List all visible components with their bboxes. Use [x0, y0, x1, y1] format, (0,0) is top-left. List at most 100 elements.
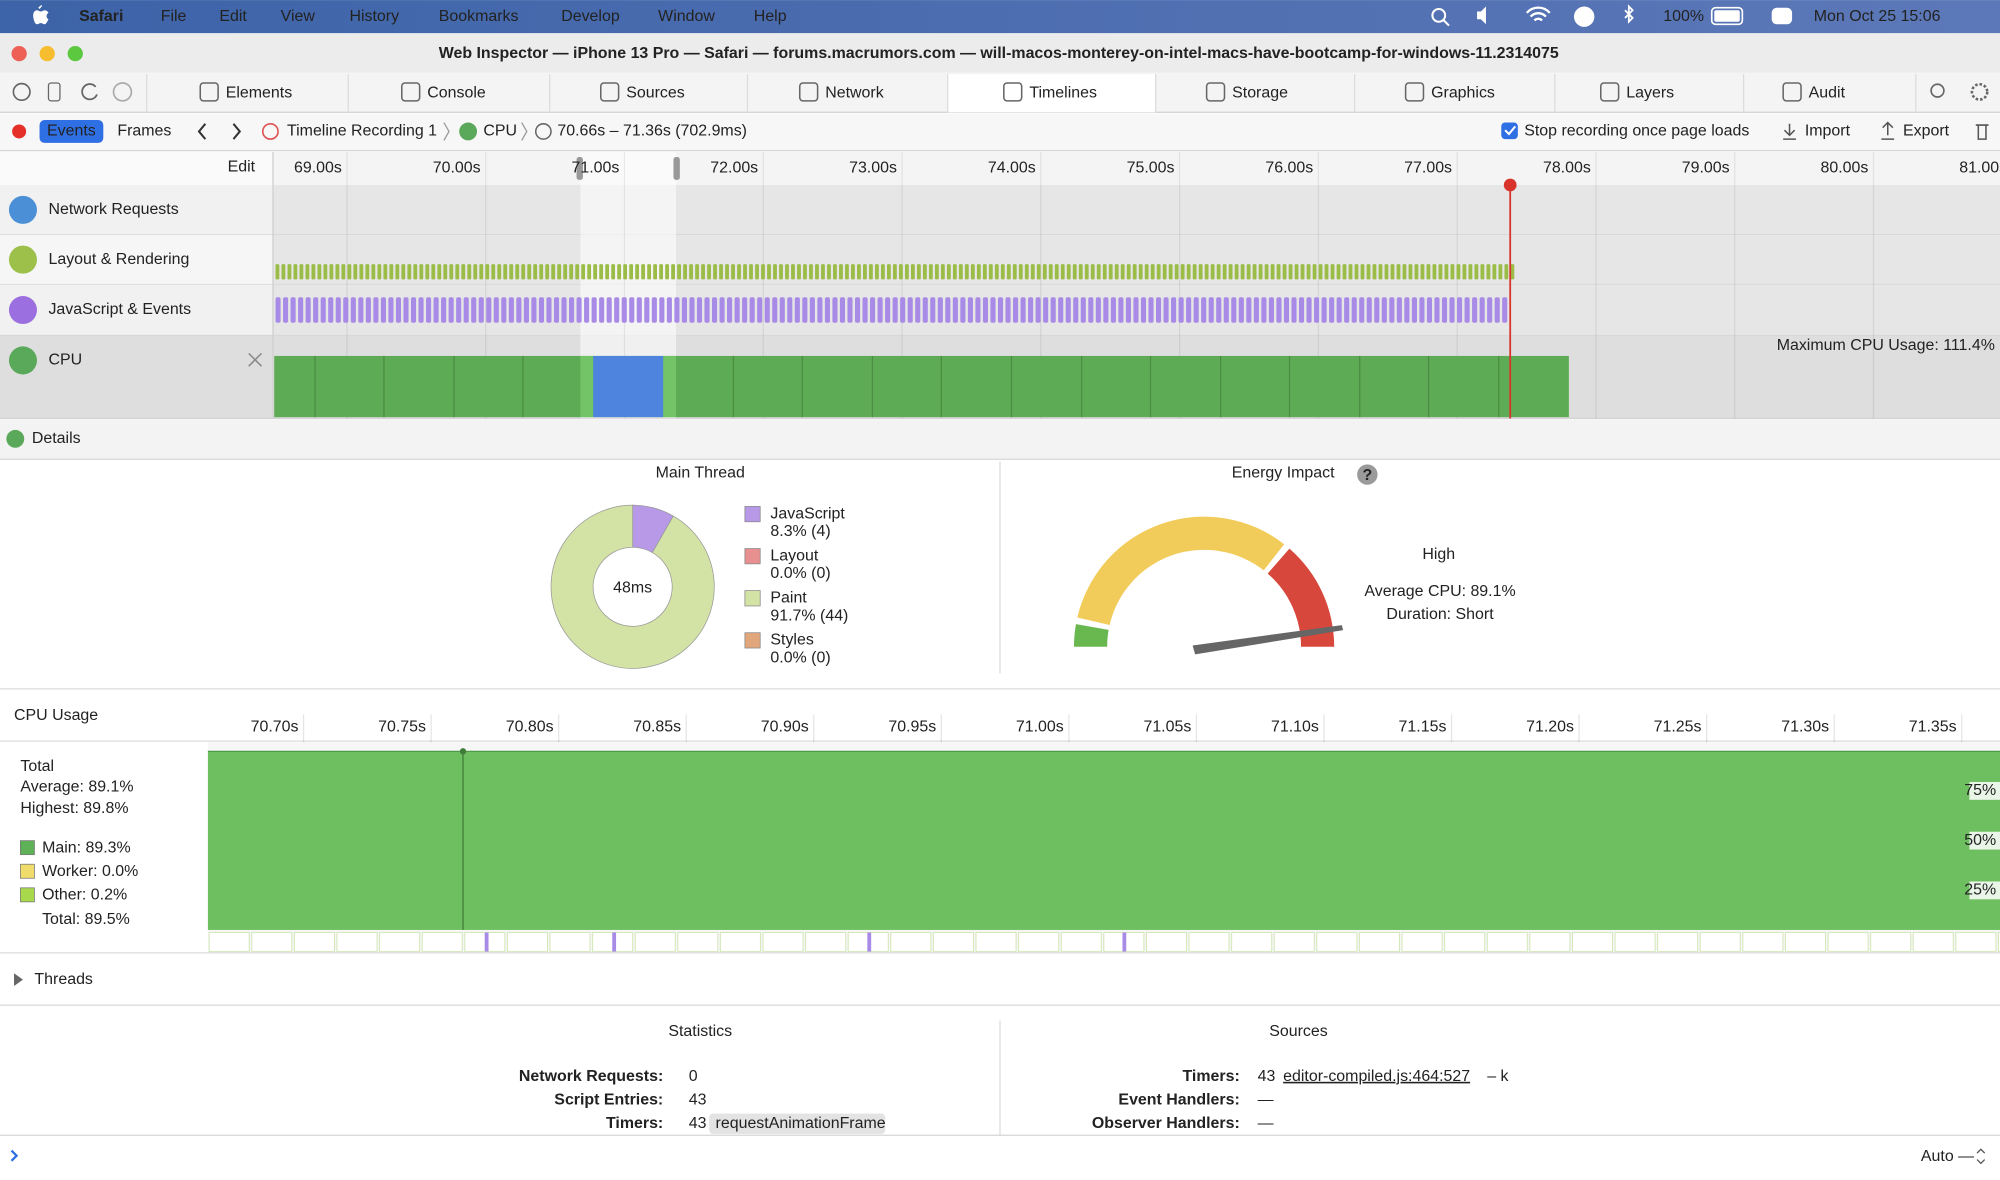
js-event [1457, 297, 1463, 323]
layout-event [719, 264, 723, 280]
layout-event [755, 264, 759, 280]
tab[interactable]: Layers [1626, 84, 1674, 101]
js-event [486, 297, 492, 323]
console-mode[interactable]: Auto — [1921, 1148, 1974, 1165]
cpu-strip-cell [932, 931, 974, 953]
js-event [764, 297, 770, 323]
record-button[interactable] [12, 124, 27, 139]
track-name[interactable]: CPU [48, 352, 82, 369]
window-button[interactable] [11, 45, 27, 62]
download-icon[interactable] [112, 82, 133, 102]
bluetooth-icon[interactable] [1624, 4, 1634, 24]
tab[interactable]: Network [825, 84, 883, 101]
legend-label: Layout [770, 547, 818, 564]
cpu-strip-cell [379, 931, 421, 953]
help[interactable]: ? [1362, 467, 1372, 484]
forward-arrow[interactable] [232, 123, 242, 140]
menu-item[interactable]: History [349, 8, 399, 25]
layout-event [581, 264, 586, 280]
mode-chevrons[interactable] [1976, 1148, 1986, 1165]
js-event [1193, 297, 1199, 323]
search-icon[interactable] [1431, 7, 1447, 23]
inspect-icon[interactable] [12, 82, 31, 102]
reload-icon[interactable] [81, 83, 98, 101]
menu-item[interactable]: Window [658, 8, 715, 25]
details[interactable]: Details [32, 430, 81, 447]
energy-average: Average CPU: 89.1% [1364, 583, 1515, 600]
tab[interactable]: Audit [1809, 84, 1846, 101]
import[interactable]: Import [1805, 123, 1851, 140]
tab[interactable]: Timelines [1029, 84, 1097, 101]
menu-item[interactable]: File [161, 8, 187, 25]
js-event [1389, 297, 1395, 323]
wifi-icon[interactable] [1525, 6, 1551, 22]
track-name[interactable]: JavaScript & Events [48, 301, 191, 318]
clock[interactable]: Mon Oct 25 15:06 [1814, 8, 1941, 25]
status-icon[interactable] [1573, 6, 1595, 27]
js-event [523, 297, 529, 323]
menu-item[interactable]: Help [754, 8, 787, 25]
settings-icon[interactable] [1970, 82, 1989, 101]
tab[interactable]: Storage [1232, 84, 1288, 101]
layout-event [1492, 264, 1497, 280]
stat-label: Timers: [606, 1115, 663, 1132]
trash-icon[interactable] [1975, 124, 1989, 140]
layout-event [761, 264, 765, 280]
volume-icon[interactable] [1477, 6, 1486, 25]
close-track[interactable] [248, 352, 263, 367]
stop-recording[interactable]: Stop recording once page loads [1524, 123, 1749, 140]
track-name[interactable]: Network Requests [48, 201, 178, 218]
layout-event [275, 264, 280, 280]
mode-events[interactable]: Events [47, 123, 96, 140]
js-event [305, 297, 311, 323]
mode-frames[interactable]: Frames [117, 123, 171, 140]
breadcrumb[interactable]: 70.66s – 71.36s (702.9ms) [557, 123, 747, 140]
cpu-strip-cell [208, 931, 250, 953]
window-button[interactable] [39, 45, 55, 62]
tab[interactable]: Graphics [1431, 84, 1495, 101]
breadcrumb[interactable]: Timeline Recording 1 [287, 123, 437, 140]
search-tab-icon[interactable] [1930, 83, 1945, 98]
tab[interactable]: Sources [626, 84, 684, 101]
js-event [1035, 297, 1041, 323]
js-event [313, 297, 319, 323]
menu-item[interactable]: Develop [561, 8, 620, 25]
playhead-knob[interactable] [1503, 178, 1517, 192]
menu-item[interactable]: Bookmarks [439, 8, 519, 25]
edit[interactable]: Edit [228, 158, 256, 175]
battery-percent[interactable]: 100% [1663, 8, 1704, 25]
apple-logo[interactable] [33, 5, 49, 25]
disclosure-triangle[interactable] [14, 973, 23, 987]
back-arrow[interactable] [197, 123, 207, 140]
source-link[interactable]: editor-compiled.js:464:527 [1283, 1068, 1470, 1085]
layout-event [1432, 264, 1437, 280]
cpu-legend-swatch [20, 887, 35, 903]
js-event [659, 297, 665, 323]
cpu-strip-cell [1571, 931, 1614, 953]
breadcrumb[interactable]: CPU [483, 123, 517, 140]
js-event [651, 297, 657, 323]
checkbox [1501, 122, 1518, 140]
cpu-highest: Highest: 89.8% [20, 800, 128, 817]
layout-event [737, 264, 741, 280]
menu-item[interactable]: Edit [219, 8, 247, 25]
layout-event [1486, 264, 1491, 280]
menu-app[interactable]: Safari [79, 8, 123, 25]
menu-item[interactable]: View [281, 8, 316, 25]
layout-event [1036, 264, 1041, 280]
export[interactable]: Export [1903, 123, 1950, 140]
tab[interactable]: Elements [226, 84, 292, 101]
js-event [967, 297, 973, 323]
layout-event [1126, 264, 1131, 280]
help-icon[interactable] [1357, 464, 1378, 485]
js-event [1381, 297, 1387, 323]
window-button[interactable] [67, 45, 83, 62]
threads[interactable]: Threads [34, 971, 92, 988]
console-prompt[interactable] [10, 1149, 19, 1162]
js-event [787, 297, 793, 323]
layout-event [443, 264, 448, 280]
js-event [824, 297, 830, 323]
tab[interactable]: Console [427, 84, 486, 101]
js-event [358, 297, 364, 323]
track-name[interactable]: Layout & Rendering [48, 251, 189, 268]
